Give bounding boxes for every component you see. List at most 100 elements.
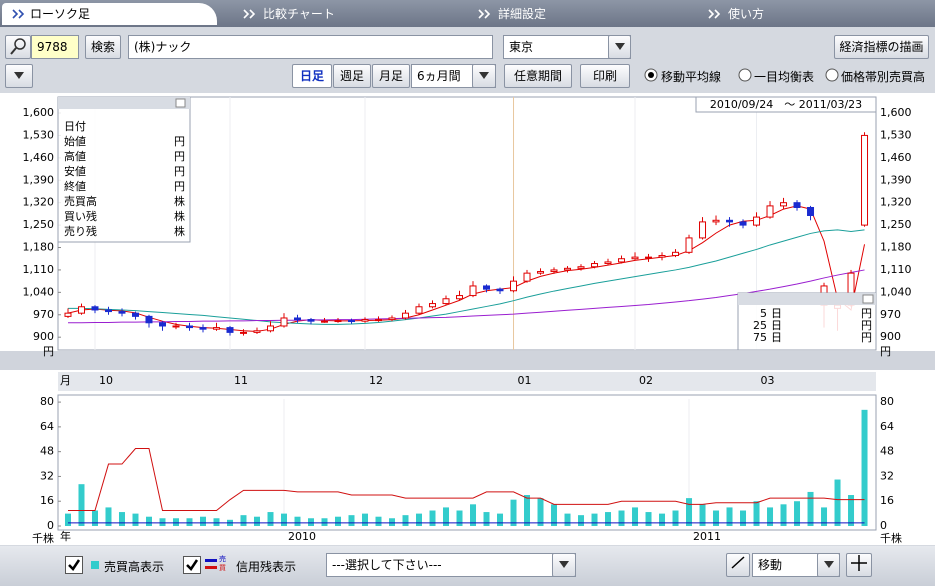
tab-icon [12, 9, 25, 19]
volume-bar [659, 513, 666, 526]
volume-bar [645, 512, 652, 526]
month-strip [58, 372, 876, 391]
candle-body [672, 251, 680, 257]
volume-bar [740, 510, 747, 526]
layer: 900 900 970 970 1,040 1,040 1,110 1,110 1,180 1,1… [23, 97, 912, 543]
check [65, 556, 83, 574]
candle-body [496, 288, 504, 292]
radio-off [825, 68, 839, 82]
dropdown-arrow[interactable] [817, 553, 840, 577]
candle-body [699, 221, 707, 239]
candle-body [239, 331, 247, 334]
volume-bar [524, 495, 531, 526]
dropdown-arrow[interactable] [608, 35, 631, 59]
volume-bar [699, 504, 706, 526]
candle-body [753, 216, 761, 226]
crosshair-tool[interactable] [846, 553, 872, 577]
checkbox[interactable] [183, 556, 201, 577]
search-button[interactable]: 検索 [85, 35, 121, 59]
volume-bar [267, 512, 274, 526]
print-button[interactable]: 印刷 [580, 64, 630, 88]
candle-body [77, 306, 85, 314]
ma-period: 25 [753, 319, 767, 332]
candle-body [793, 202, 801, 208]
candle-body [591, 263, 599, 268]
candle-body [469, 285, 477, 297]
volume-bar [537, 498, 544, 526]
y-tick-label: 64 [880, 420, 894, 433]
candle-body [739, 221, 747, 226]
radio[interactable] [825, 68, 839, 85]
candle-body [402, 312, 410, 319]
dropdown-arrow[interactable] [472, 64, 496, 88]
checkbox-label: 信用残表示 [236, 560, 297, 574]
y-tick-label: 970 [880, 308, 901, 321]
volume-bar [199, 516, 206, 526]
period-button[interactable]: 日足 [292, 64, 332, 88]
volume-plot [57, 394, 877, 531]
radio-label: 価格帯別売買高 [841, 70, 926, 84]
info-label: 買い残 [64, 209, 97, 223]
code-input[interactable]: 9788 [31, 35, 79, 59]
credit-icon-label: 買 [219, 564, 226, 572]
candle-body [861, 134, 869, 226]
radio[interactable] [738, 68, 752, 85]
candle-body [645, 256, 653, 259]
candle-body [442, 298, 450, 305]
radio[interactable] [644, 68, 658, 85]
custom-button[interactable]: 任意期間 [504, 64, 572, 88]
ma-unit: 日 [771, 331, 782, 344]
tab-label: 比較チャート [263, 7, 335, 21]
x-tick-label: 03 [761, 374, 775, 387]
minimize-icon[interactable] [862, 294, 874, 304]
indicator-button[interactable]: 経済指標の描画 [834, 35, 929, 59]
info-label: 高値 [64, 149, 86, 163]
candle-body [118, 311, 126, 314]
search-icon[interactable] [5, 35, 31, 59]
period-button[interactable]: 月足 [372, 64, 410, 88]
credit-swatch [205, 566, 217, 569]
period-button[interactable]: 週足 [333, 64, 371, 88]
info-label: 売買高 [64, 194, 97, 208]
dropdown-arrow[interactable] [552, 553, 576, 577]
draw-mode: 移動 [758, 558, 783, 572]
line-tool[interactable] [726, 553, 750, 577]
volume-bar [753, 501, 760, 526]
y-tick-label: 970 [33, 308, 54, 321]
tab[interactable]: ローソク足 [2, 3, 217, 25]
checkbox[interactable] [65, 556, 83, 577]
volume-bar [726, 507, 733, 526]
ma-line [67, 229, 865, 325]
candle-body [307, 319, 315, 322]
tab[interactable]: 詳細設定 [450, 3, 680, 25]
candle-body [523, 272, 531, 282]
candle-body [145, 315, 153, 324]
info-unit: 円 [174, 135, 185, 148]
y-tick-label: 1,460 [880, 151, 912, 164]
volume-bar [578, 515, 585, 526]
candle-body [64, 312, 72, 317]
volume-bar [605, 512, 612, 526]
arrow [559, 561, 569, 568]
check [183, 556, 201, 574]
x-tick-label: 2011 [693, 530, 721, 543]
menu-button[interactable] [5, 64, 33, 88]
info-unit: 円 [174, 165, 185, 178]
volume-bar [780, 504, 787, 526]
candle-body [104, 309, 112, 313]
x-tick-label: 12 [369, 374, 383, 387]
tab[interactable]: 比較チャート [215, 3, 445, 25]
volume-bar [416, 513, 423, 526]
info-unit: 円 [174, 180, 185, 193]
volume-bar [834, 479, 841, 526]
y-tick-label: 1,600 [880, 106, 912, 119]
credit-select[interactable]: ---選択して下さい--- [326, 553, 576, 577]
candle-body [807, 206, 815, 216]
arrow [479, 72, 489, 79]
y-tick-label: 32 [40, 469, 54, 482]
close-icon[interactable] [175, 98, 186, 108]
candle-body [388, 317, 396, 321]
candle-body [510, 280, 518, 292]
tab[interactable]: 使い方 [680, 3, 910, 25]
